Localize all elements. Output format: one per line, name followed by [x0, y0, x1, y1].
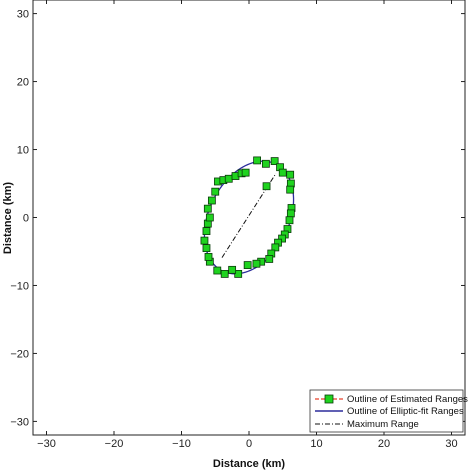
x-tick-label: 10 [310, 438, 322, 450]
x-axis-title: Distance (km) [213, 458, 285, 470]
tick-layer: −30 −20 −10 0 10 20 30 −30 −20 −10 0 10 20 30 [10, 0, 465, 450]
y-tick-label: 0 [23, 213, 29, 225]
estimated-range-point [278, 168, 287, 177]
estimated-range-point [278, 234, 286, 243]
x-tick-label: 0 [246, 438, 252, 450]
estimated-range-point [271, 243, 280, 252]
legend: Outline of Estimated Ranges Outline of E… [309, 389, 468, 433]
estimated-range-point [253, 156, 262, 165]
estimated-range-point [270, 157, 279, 165]
estimated-range-point [207, 196, 216, 205]
estimated-range-point [241, 168, 250, 177]
estimated-range-point [211, 187, 220, 196]
estimated-range-point [200, 236, 209, 245]
x-tick-label: −10 [172, 438, 191, 450]
y-axis-title: Distance (km) [2, 182, 14, 254]
estimated-range-point [265, 255, 274, 263]
estimated-range-point [285, 216, 294, 225]
y-tick-label: 20 [17, 77, 29, 89]
y-tick-label: −30 [10, 416, 29, 428]
estimated-range-point [234, 270, 243, 278]
estimated-range-point [202, 244, 211, 252]
x-tick-label: 30 [445, 438, 457, 450]
point-layer [200, 156, 296, 278]
y-tick-label: −10 [10, 280, 29, 292]
estimated-range-point [261, 159, 270, 168]
estimated-range-point [203, 204, 212, 213]
estimated-range-point [204, 253, 213, 261]
y-tick-label: 30 [17, 9, 29, 21]
estimated-range-point [213, 266, 222, 275]
estimated-range-point [202, 227, 211, 235]
estimated-range-point [286, 185, 295, 194]
estimated-range-point [205, 213, 214, 222]
estimated-range-point [220, 270, 229, 278]
y-tick-label: −20 [10, 348, 29, 360]
x-tick-label: 20 [378, 438, 390, 450]
x-tick-label: −30 [37, 438, 56, 450]
legend-label-ellipse: Outline of Elliptic-fit Ranges [347, 406, 464, 417]
estimated-range-point [224, 174, 233, 183]
estimated-range-point [286, 209, 295, 218]
estimated-range-point [243, 261, 252, 269]
y-tick-label: 10 [17, 145, 29, 157]
estimated-range-point [228, 265, 237, 274]
plot-background [33, 0, 465, 435]
legend-label-estimated: Outline of Estimated Ranges [347, 394, 468, 405]
estimated-range-point [286, 170, 295, 179]
estimated-range-point [252, 259, 261, 268]
x-tick-label: −20 [105, 438, 124, 450]
estimated-range-point [262, 182, 271, 191]
legend-label-maxrange: Maximum Range [347, 419, 419, 430]
legend-marker-estimated [324, 394, 334, 404]
